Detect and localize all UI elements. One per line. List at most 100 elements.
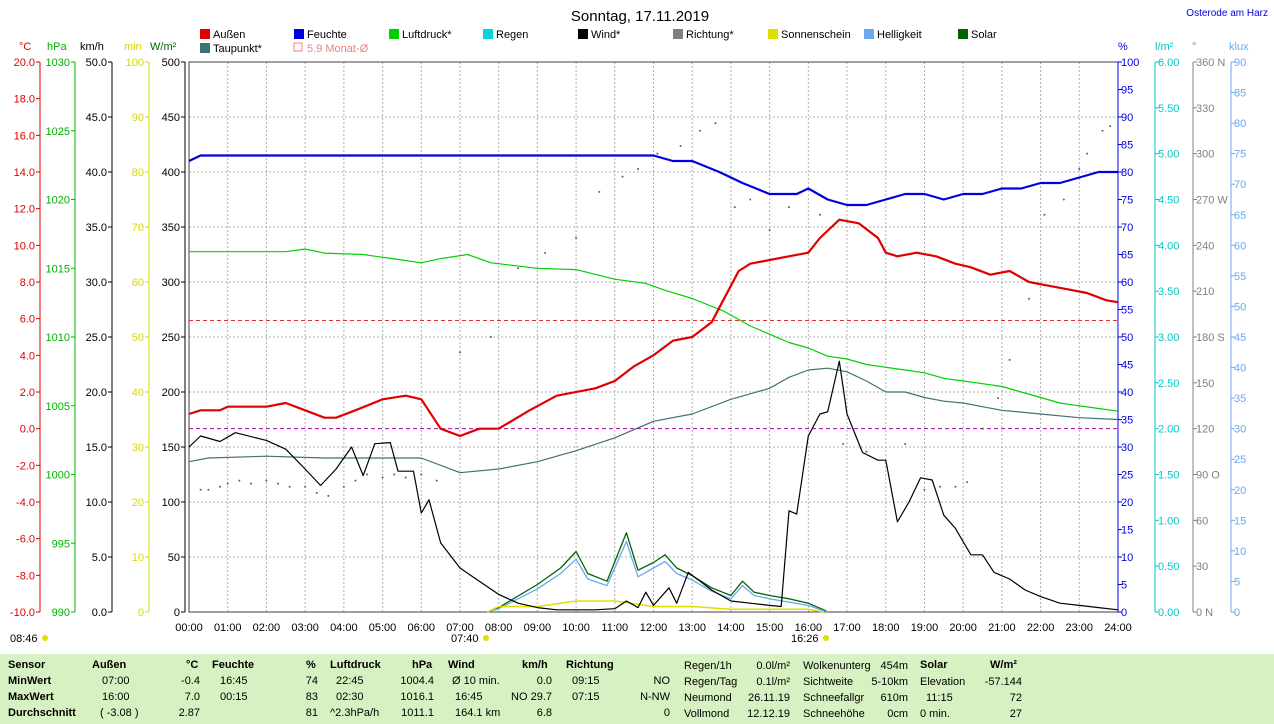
stats-aussen-min-time: 07:00	[102, 675, 130, 687]
legend-swatch-richtung	[673, 29, 683, 39]
stats-sichtweite: 5-10km	[871, 676, 908, 688]
x-tick-label: 15:00	[756, 622, 784, 634]
axis-tick-label-lux: 85	[1234, 88, 1246, 100]
axis-tick-label-lux: 5	[1234, 576, 1240, 588]
legend-label-richtung: Richtung*	[686, 29, 734, 41]
axis-tick-label-rain: 6.00	[1158, 57, 1179, 69]
unit-label-hpa: hPa	[47, 41, 67, 53]
stats-schneefallgrenze: 610m	[880, 692, 908, 704]
stats-wind-header: Wind	[448, 659, 475, 671]
x-tick-label: 12:00	[640, 622, 668, 634]
stats-elevation: -57.144	[984, 676, 1022, 688]
richtung-point	[435, 479, 438, 482]
richtung-point	[517, 267, 520, 270]
stats-solar-unit: W/m²	[990, 659, 1017, 671]
axis-tick-label-pressure: 1005	[46, 401, 70, 413]
axis-tick-label-sunmin: 40	[132, 387, 144, 399]
richtung-point	[226, 482, 229, 485]
series-line-helligkeit	[486, 540, 828, 613]
legend-label-helligkeit: Helligkeit	[877, 29, 922, 41]
richtung-point	[420, 473, 423, 476]
axis-tick-label-direction: 60	[1196, 515, 1208, 527]
legend-swatch-sonnenschein	[768, 29, 778, 39]
axis-tick-label-sunmin: 50	[132, 332, 144, 344]
axis-tick-label-temp: 18.0	[14, 94, 35, 106]
richtung-point	[1109, 125, 1112, 128]
stats-solar-header: Solar	[920, 659, 948, 671]
richtung-point	[199, 488, 202, 491]
x-tick-label: 18:00	[872, 622, 900, 634]
axis-tick-label-direction: 270 W	[1196, 195, 1228, 207]
stats-regen-tag: 0.1l/m²	[756, 676, 790, 688]
stats-schneehoehe-label: Schneehöhe	[803, 708, 865, 720]
series-line-luftdruck	[189, 248, 1119, 412]
richtung-point	[1078, 167, 1081, 170]
richtung-point	[679, 145, 682, 148]
stats-regen-1h-label: Regen/1h	[684, 660, 732, 672]
stats-row-avg: Durchschnitt	[8, 707, 76, 719]
axis-tick-label-lux: 25	[1234, 454, 1246, 466]
richtung-point	[865, 450, 868, 453]
stats-wind-avg: 6.8	[536, 707, 552, 719]
richtung-point	[575, 236, 578, 239]
sunset-label: 16:26	[791, 633, 819, 645]
sun-markers: 08:46 07:40 16:26	[10, 633, 829, 645]
axis-tick-label-sunmin: 20	[132, 497, 144, 509]
richtung-point	[938, 485, 941, 488]
stats-feuchte-min-time: 16:45	[220, 675, 248, 687]
axis-tick-label-direction: 30	[1196, 561, 1208, 573]
legend-label-solar: Solar	[971, 29, 997, 41]
x-tick-label: 07:00	[446, 622, 474, 634]
legend-swatch-taupunkt	[200, 43, 210, 53]
richtung-point	[733, 206, 736, 209]
axis-tick-label-solar: 450	[162, 112, 180, 124]
stats-aussen-max-time: 16:00	[102, 691, 130, 703]
x-tick-label: 23:00	[1066, 622, 1094, 634]
x-tick-label: 13:00	[678, 622, 706, 634]
stats-wind-avg10: Ø 10 min.	[452, 675, 500, 687]
stats-luftdruck-unit: hPa	[412, 659, 433, 671]
richtung-point	[265, 479, 268, 482]
richtung-point	[787, 206, 790, 209]
unit-label-percent: %	[1118, 41, 1128, 53]
axis-tick-label-wind: 40.0	[86, 167, 107, 179]
legend-swatch-regen	[483, 29, 493, 39]
axis-tick-label-direction: 0 N	[1196, 607, 1213, 619]
legend-swatch-feuchte	[294, 29, 304, 39]
stats-feuchte-header: Feuchte	[212, 659, 255, 671]
series-line-aussen	[188, 218, 1119, 438]
axis-tick-label-wind: 0.0	[92, 607, 107, 619]
legend-label-regen: Regen	[496, 29, 528, 41]
axis-tick-label-lux: 15	[1234, 515, 1246, 527]
x-tick-label: 02:00	[253, 622, 281, 634]
axis-tick-label-rain: 2.00	[1158, 424, 1179, 436]
stats-elevation-label: Elevation	[920, 676, 966, 688]
richtung-point	[1101, 129, 1104, 132]
unit-label-celsius: °C	[19, 41, 31, 53]
axis-tick-label-sunmin: 60	[132, 277, 144, 289]
unit-label-wm2: W/m²	[150, 41, 177, 53]
axis-tick-label-rain: 4.50	[1158, 195, 1179, 207]
richtung-point	[238, 479, 241, 482]
axis-tick-label-wind: 10.0	[86, 497, 107, 509]
stats-luftdruck-min-time: 22:45	[336, 675, 364, 687]
axis-tick-label-wind: 5.0	[92, 552, 107, 564]
richtung-point	[404, 476, 407, 479]
stats-schneefallgrenze-label: Schneefallgr	[803, 692, 865, 704]
axis-tick-label-humidity: 85	[1121, 140, 1133, 152]
x-tick-label: 17:00	[833, 622, 861, 634]
axis-tick-label-pressure: 990	[52, 607, 70, 619]
left-axes: 20.0 18.0 16.0 14.0 12.0 10.0 8.0 6.0 4.0 2.0 0.0 -…	[10, 57, 186, 619]
axis-tick-label-wind: 50.0	[86, 57, 107, 69]
stats-luftdruck-header: Luftdruck	[330, 659, 381, 671]
axis-tick-label-temp: 0.0	[20, 424, 35, 436]
richtung-point	[842, 442, 845, 445]
axis-tick-label-wind: 20.0	[86, 387, 107, 399]
stats-neumond-label: Neumond	[684, 692, 732, 704]
axis-tick-label-temp: 16.0	[14, 130, 35, 142]
richtung-point	[981, 427, 984, 430]
axis-tick-label-humidity: 15	[1121, 525, 1133, 537]
stats-feuchte-avg: 81	[305, 707, 318, 719]
axis-tick-label-rain: 5.00	[1158, 149, 1179, 161]
axis-tick-label-wind: 30.0	[86, 277, 107, 289]
